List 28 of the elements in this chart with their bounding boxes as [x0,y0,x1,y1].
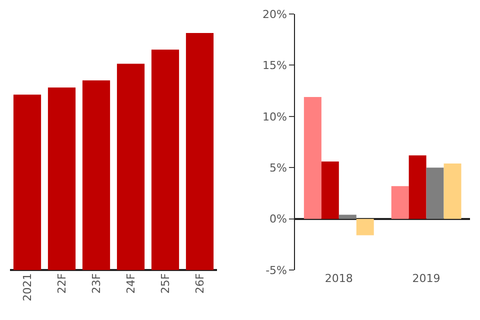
bar [408,155,426,219]
x-tick-label: 2019 [412,272,440,286]
y-tick-label: 20% [262,8,287,21]
bar [13,94,42,270]
y-tick-label: -5% [266,264,287,277]
y-tick-label: 0% [270,212,287,226]
bar [391,186,409,219]
bar [151,50,180,270]
bar [116,64,145,270]
x-tick-label: 23F [90,273,103,294]
bar [48,88,76,270]
bar [186,32,214,270]
x-tick-label: 2018 [324,272,353,286]
x-tick-label: 22F [55,273,68,294]
y-tick-label: 5% [270,162,287,174]
bar [338,214,356,219]
y-tick-label: 10% [262,110,287,124]
x-tick-label: 25F [158,273,172,294]
bar [444,164,462,219]
bar [82,80,110,270]
bar [426,168,444,219]
y-tick-label: 15% [262,59,287,72]
x-tick-label: 2021 [20,273,34,302]
bar [321,162,339,219]
bar [356,218,374,236]
x-tick-label: 24F [124,273,138,294]
x-tick-label: 26F [193,273,206,294]
bar [304,96,322,219]
